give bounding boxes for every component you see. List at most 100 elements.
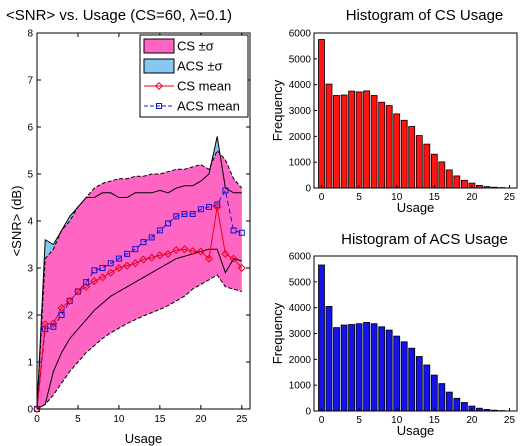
acs-mean-point — [165, 220, 172, 227]
snr-y-tick-label: 2 — [27, 311, 33, 322]
cs-hist-bar — [400, 119, 408, 189]
cs-mean-point — [65, 296, 74, 305]
cs-mean-point — [131, 259, 140, 268]
cs-mean-point — [196, 247, 205, 256]
legend-label-cs-mean: CS mean — [177, 79, 231, 94]
cs-hist-y-tick-label: 2000 — [289, 132, 312, 143]
acs-mean-point — [83, 279, 90, 286]
acs-mean-point — [115, 255, 122, 262]
cs-mean-point — [41, 320, 50, 329]
acs-mean-point — [58, 312, 65, 318]
cs-mean-point — [114, 263, 123, 273]
legend-label-acs-mean: ACS mean — [177, 99, 240, 114]
cs-hist-bar — [370, 95, 378, 189]
snr-x-tick-label: 10 — [113, 414, 125, 425]
cs-mean-point — [188, 247, 197, 256]
snr-y-axis-label: <SNR> (dB) — [9, 186, 24, 257]
legend-marker-acs-mean — [156, 103, 162, 109]
cs-mean-point — [221, 249, 230, 258]
acs-upper-edge — [36, 136, 242, 410]
acs-hist-x-tick-label: 20 — [466, 415, 478, 426]
cs-mean-point — [82, 282, 91, 291]
acs-hist-bar — [423, 364, 431, 412]
snr-y-tick-label: 6 — [27, 123, 33, 134]
acs-hist-y-tick-label: 6000 — [289, 252, 312, 263]
cs-hist-bar — [333, 95, 340, 189]
acs-mean-point — [238, 229, 245, 236]
snr-y-tick-label: 0 — [27, 405, 33, 416]
snr-y-tick-label: 3 — [27, 264, 33, 275]
cs-histogram-y-label: Frequency — [270, 79, 285, 141]
cs-upper-edge — [36, 149, 243, 410]
acs-mean-point — [124, 250, 131, 257]
snr-y-tick-label: 7 — [27, 76, 33, 87]
acs-hist-y-tick-label: 5000 — [289, 277, 312, 288]
snr-x-tick-label: 5 — [75, 414, 81, 425]
acs-mean-point — [156, 227, 163, 234]
cs-hist-bar — [415, 135, 423, 189]
acs-hist-bar — [415, 356, 423, 412]
acs-hist-bar — [430, 374, 438, 412]
cs-hist-x-tick-label: 15 — [429, 192, 441, 203]
acs-hist-bar — [393, 335, 401, 412]
acs-hist-x-tick-label: 15 — [429, 415, 441, 426]
acs-mean-point — [181, 210, 188, 217]
acs-hist-y-tick-label: 0 — [305, 407, 311, 418]
acs-mean-point — [66, 297, 73, 304]
acs-hist-x-tick-label: 5 — [356, 415, 362, 426]
acs-hist-bar — [385, 329, 393, 412]
acs-mean-point — [99, 265, 106, 271]
acs-lower-edge — [36, 248, 242, 410]
acs-mean-point — [140, 239, 147, 246]
acs-hist-bar — [408, 347, 416, 412]
snr-x-axis-label: Usage — [125, 431, 163, 446]
cs-hist-bar — [430, 153, 438, 189]
cs-hist-y-tick-label: 5000 — [289, 54, 312, 65]
acs-histogram-x-label: Usage — [397, 423, 435, 438]
cs-mean-point — [213, 202, 222, 211]
snr-x-tick-label: 20 — [195, 414, 207, 425]
cs-hist-bar — [318, 39, 325, 189]
cs-mean-point — [139, 255, 148, 264]
acs-mean-point — [230, 227, 237, 234]
acs-mean-point — [197, 206, 204, 213]
cs-mean-point — [57, 303, 66, 312]
cs-hist-bar — [453, 175, 461, 189]
acs-hist-bar — [318, 264, 325, 412]
cs-mean-point — [172, 246, 181, 255]
acs-mean-point — [189, 210, 196, 217]
acs-hist-bar — [348, 324, 356, 412]
cs-histogram: Histogram of CS Usage 0 5 10 15 20 25 0 1000 200… — [270, 7, 518, 215]
acs-hist-bar — [438, 383, 446, 412]
snr-x-tick-label: 15 — [154, 414, 166, 425]
cs-hist-bar — [378, 101, 386, 189]
cs-mean-point — [205, 254, 214, 263]
cs-mean-point — [49, 319, 58, 328]
cs-hist-bar — [438, 161, 446, 189]
legend-swatch-cs-band — [143, 38, 175, 54]
cs-mean-point — [229, 254, 238, 263]
cs-lower-edge — [36, 274, 242, 410]
snr-y-tick-label: 5 — [27, 170, 33, 181]
cs-hist-y-tick-label: 3000 — [289, 106, 312, 117]
cs-hist-bar — [393, 113, 401, 189]
snr-x-tick-label: 0 — [34, 414, 40, 425]
cs-histogram-title: Histogram of CS Usage — [346, 7, 504, 24]
cs-histogram-plot: 0 5 10 15 20 25 0 1000 2000 3000 4000 5000 6000 — [289, 29, 518, 203]
cs-mean-point — [123, 261, 132, 270]
acs-hist-bar — [363, 321, 371, 412]
cs-hist-bar — [423, 143, 431, 189]
acs-histogram-title: Histogram of ACS Usage — [341, 231, 508, 248]
snr-y-tick-label: 4 — [27, 217, 33, 228]
acs-mean-point — [42, 326, 49, 333]
cs-hist-bar — [460, 179, 468, 189]
cs-mean-point — [155, 251, 164, 260]
snr-chart: <SNR> vs. Usage (CS=60, λ=0.1) 0 5 10 15 20 2… — [6, 7, 251, 446]
acs-hist-y-tick-label: 2000 — [289, 355, 312, 366]
acs-hist-bar — [378, 326, 386, 412]
cs-hist-x-tick-label: 10 — [391, 192, 403, 203]
acs-mean-point — [74, 288, 81, 295]
cs-hist-bar — [355, 91, 363, 189]
acs-mean-point — [148, 234, 155, 241]
cs-histogram-x-label: Usage — [397, 200, 435, 215]
